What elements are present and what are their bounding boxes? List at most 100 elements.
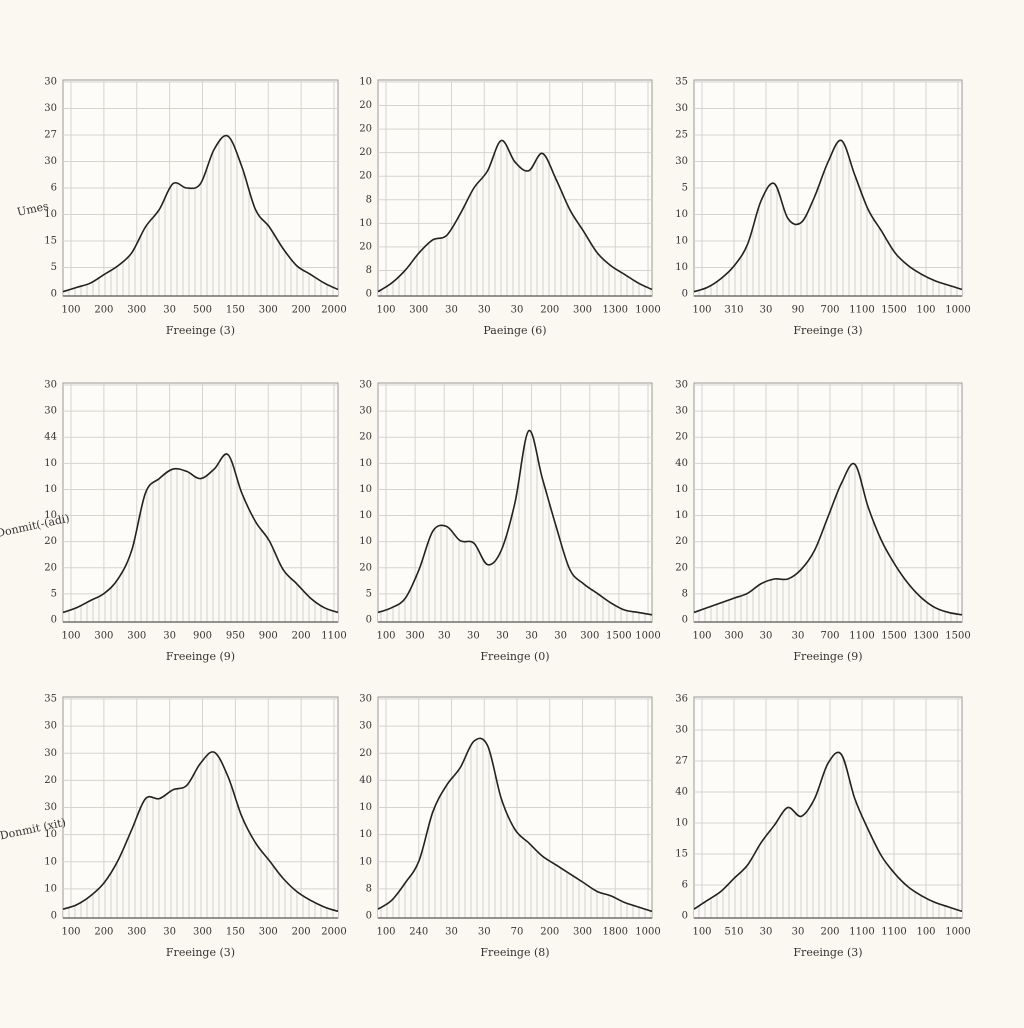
panel: 30 30 20 40 10 10 20 20 8 0 100 300 30 30 700 1100 1500 1… xyxy=(675,380,970,664)
y-tick-label: 0 xyxy=(682,911,688,922)
y-tick-label: 5 xyxy=(366,588,372,599)
y-tick-label: 15 xyxy=(675,849,688,860)
x-tick-label: 510 xyxy=(724,927,743,938)
y-tick-label: 20 xyxy=(44,536,57,547)
y-tick-label: 0 xyxy=(51,289,57,300)
y-tick-label: 27 xyxy=(675,756,688,767)
y-tick-label: 30 xyxy=(359,694,372,705)
area-fill xyxy=(694,463,962,622)
x-tick-label: 1000 xyxy=(635,927,660,938)
y-tick-label: 10 xyxy=(44,484,57,495)
x-axis-title: Freeinge (8) xyxy=(480,946,549,959)
x-tick-label: 1100 xyxy=(849,631,874,642)
y-tick-label: 10 xyxy=(359,218,372,229)
x-tick-label: 30 xyxy=(792,631,805,642)
x-tick-label: 240 xyxy=(409,927,428,938)
x-tick-label: 300 xyxy=(573,927,592,938)
x-tick-label: 1000 xyxy=(945,927,970,938)
y-tick-label: 10 xyxy=(359,829,372,840)
x-tick-label: 1300 xyxy=(913,631,938,642)
curve xyxy=(62,751,339,913)
y-tick-label: 27 xyxy=(44,130,57,141)
x-tick-label: 1100 xyxy=(321,631,346,642)
y-tick-label: 25 xyxy=(675,130,688,141)
x-tick-label: 70 xyxy=(511,927,524,938)
x-axis-title: Freeinge (3) xyxy=(166,946,235,959)
area-fill xyxy=(63,135,338,296)
y-tick-label: 10 xyxy=(675,262,688,273)
x-tick-label: 30 xyxy=(525,631,538,642)
x-axis-title: Freeinge (3) xyxy=(166,324,235,337)
y-tick-label: 0 xyxy=(682,615,688,626)
y-tick-label: 30 xyxy=(44,406,57,417)
x-tick-label: 30 xyxy=(760,927,773,938)
y-tick-label: 5 xyxy=(51,262,57,273)
x-tick-label: 700 xyxy=(820,305,839,316)
y-tick-label: 30 xyxy=(44,721,57,732)
y-tick-label: 30 xyxy=(359,380,372,391)
y-tick-label: 10 xyxy=(44,209,57,220)
area-fill xyxy=(63,751,338,918)
x-tick-label: 100 xyxy=(376,305,395,316)
curve xyxy=(693,751,963,913)
y-tick-label: 30 xyxy=(675,103,688,114)
y-tick-label: 30 xyxy=(44,103,57,114)
x-tick-label: 30 xyxy=(478,927,491,938)
y-tick-label: 20 xyxy=(359,100,372,111)
area-fill xyxy=(378,738,652,918)
y-tick-label: 30 xyxy=(44,380,57,391)
x-tick-label: 150 xyxy=(226,927,245,938)
y-tick-label: 0 xyxy=(682,289,688,300)
y-tick-label: 30 xyxy=(44,156,57,167)
x-tick-label: 30 xyxy=(496,631,509,642)
y-tick-label: 44 xyxy=(44,432,57,443)
y-tick-label: 35 xyxy=(675,77,688,88)
x-tick-label: 1100 xyxy=(881,927,906,938)
x-tick-label: 1500 xyxy=(881,631,906,642)
x-tick-label: 300 xyxy=(580,631,599,642)
curve xyxy=(693,462,963,616)
x-tick-label: 100 xyxy=(692,631,711,642)
x-tick-label: 300 xyxy=(193,927,212,938)
x-tick-label: 1300 xyxy=(603,305,628,316)
x-tick-label: 300 xyxy=(127,631,146,642)
x-tick-label: 1000 xyxy=(945,305,970,316)
x-tick-label: 1000 xyxy=(635,631,660,642)
y-tick-label: 8 xyxy=(682,588,688,599)
x-tick-label: 200 xyxy=(292,631,311,642)
y-tick-label: 20 xyxy=(359,171,372,182)
x-tick-label: 30 xyxy=(163,927,176,938)
y-tick-label: 30 xyxy=(44,748,57,759)
y-tick-label: 10 xyxy=(44,856,57,867)
y-tick-label: 0 xyxy=(51,911,57,922)
x-tick-label: 200 xyxy=(94,305,113,316)
x-axis-title: Freeinge (3) xyxy=(793,324,862,337)
x-tick-label: 100 xyxy=(692,927,711,938)
panel: 30 30 27 30 6 10 15 5 0 100 200 300 30 500 150 300 200 20… xyxy=(16,77,347,338)
x-tick-label: 300 xyxy=(127,927,146,938)
x-axis-title: Paeinge (6) xyxy=(483,324,546,337)
y-tick-label: 6 xyxy=(51,183,57,194)
y-tick-label: 40 xyxy=(675,787,688,798)
y-tick-label: 10 xyxy=(359,77,372,88)
y-tick-label: 10 xyxy=(359,458,372,469)
x-tick-label: 100 xyxy=(376,631,395,642)
x-tick-label: 200 xyxy=(540,305,559,316)
y-tick-label: 20 xyxy=(359,124,372,135)
x-tick-label: 30 xyxy=(467,631,480,642)
curve xyxy=(377,429,653,616)
y-tick-label: 10 xyxy=(675,484,688,495)
x-tick-label: 1100 xyxy=(849,927,874,938)
area-fill xyxy=(63,454,338,622)
x-tick-label: 100 xyxy=(61,927,80,938)
y-tick-label: 30 xyxy=(44,802,57,813)
y-tick-label: 20 xyxy=(359,147,372,158)
x-tick-label: 30 xyxy=(511,305,524,316)
y-tick-label: 30 xyxy=(675,380,688,391)
area-fill xyxy=(694,140,962,296)
x-tick-label: 1800 xyxy=(603,927,628,938)
y-tick-label: 8 xyxy=(366,883,372,894)
y-tick-label: 20 xyxy=(359,748,372,759)
y-tick-label: 8 xyxy=(366,194,372,205)
